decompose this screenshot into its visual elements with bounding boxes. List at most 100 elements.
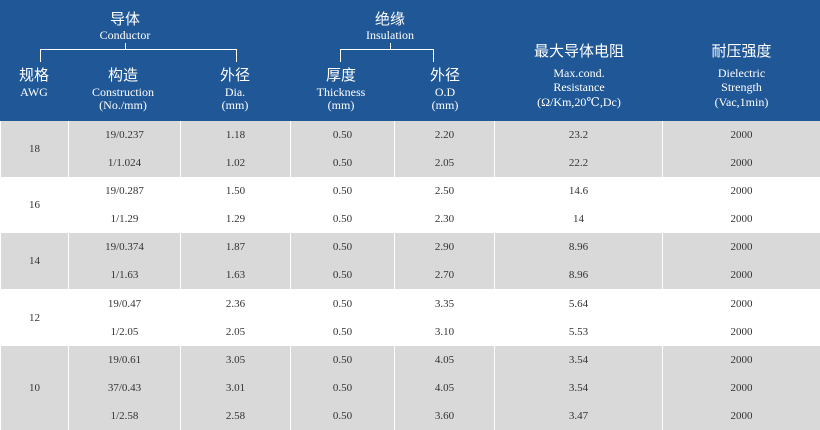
resistance-cell: 3.47 [494, 401, 663, 430]
table-row: 10 19/0.61 3.05 0.50 4.05 3.54 2000 [0, 345, 820, 430]
construction-cell: 19/0.287 [68, 177, 181, 206]
resistance-cell: 14 [494, 205, 663, 234]
construction-cell: 1/1.024 [68, 149, 181, 178]
thickness-cell: 0.50 [290, 205, 395, 234]
construction-cell: 19/0.47 [68, 289, 181, 318]
table-header: 导体 Conductor 绝缘 Insulation 规格 AWG 构造 Con… [0, 0, 820, 121]
dielectric-header-cn: 耐压强度 [711, 44, 772, 60]
thickness-cell: 0.50 [290, 149, 395, 178]
dia-cell: 1.63 [180, 261, 291, 290]
dia-cell: 2.36 [180, 289, 291, 318]
spec-table: 18 19/0.237 1.18 0.50 2.20 23.2 2000 1/1… [0, 121, 820, 430]
dielectric-cell: 2000 [662, 205, 820, 234]
resistance-cell: 5.64 [494, 289, 663, 318]
thickness-cell: 0.50 [290, 289, 395, 318]
table-row: 18 19/0.237 1.18 0.50 2.20 23.2 2000 [0, 121, 820, 178]
od-header-cn: 外径 [429, 68, 460, 84]
thickness-cell: 0.50 [290, 345, 395, 374]
dielectric-cell: 2000 [662, 261, 820, 290]
thickness-cell: 0.50 [290, 177, 395, 206]
resistance-cell: 3.54 [494, 345, 663, 374]
resistance-header-en1: Max.cond. [553, 66, 605, 80]
resistance-header-en2: Resistance [553, 80, 605, 94]
awg-cell: 12 [0, 289, 69, 346]
resistance-cell: 8.96 [494, 233, 663, 262]
awg-cell: 14 [0, 233, 69, 290]
thickness-cell: 0.50 [290, 401, 395, 430]
insulation-title-en: Insulation [366, 28, 414, 42]
od-cell: 4.05 [394, 345, 495, 374]
table-row: 1/1.024 1.02 0.50 2.05 22.2 2000 [1, 149, 820, 178]
resistance-header-cn: 最大导体电阻 [533, 44, 624, 60]
od-cell: 2.30 [394, 205, 495, 234]
od-header-unit: (mm) [431, 98, 459, 112]
construction-cell: 19/0.61 [68, 345, 181, 374]
dielectric-cell: 2000 [662, 401, 820, 430]
thickness-header-en: Thickness [316, 85, 366, 99]
od-cell: 2.20 [394, 121, 495, 150]
awg-cell: 18 [0, 121, 69, 178]
awg-cell: 10 [0, 345, 69, 430]
insulation-bracket-stem [390, 43, 391, 49]
od-cell: 3.35 [394, 289, 495, 318]
table-row: 1/1.29 1.29 0.50 2.30 14 2000 [1, 205, 820, 234]
conductor-title-en: Conductor [99, 28, 151, 42]
dia-header-cn: 外径 [219, 68, 250, 84]
od-cell: 2.70 [394, 261, 495, 290]
resistance-cell: 23.2 [494, 121, 663, 150]
od-cell: 3.10 [394, 317, 495, 346]
dielectric-header-en1: Dielectric [717, 66, 766, 80]
dielectric-cell: 2000 [662, 177, 820, 206]
construction-cell: 1/2.58 [68, 401, 181, 430]
construction-header-unit: (No./mm) [99, 98, 147, 112]
dia-cell: 2.58 [180, 401, 291, 430]
resistance-cell: 8.96 [494, 261, 663, 290]
awg-header-en: AWG [20, 85, 48, 99]
dielectric-cell: 2000 [662, 233, 820, 262]
awg-header-cn: 规格 [18, 68, 49, 84]
construction-header-en: Construction [92, 85, 154, 99]
dielectric-cell: 2000 [662, 121, 820, 150]
table-row: 14 19/0.374 1.87 0.50 2.90 8.96 2000 [0, 233, 820, 290]
od-cell: 2.90 [394, 233, 495, 262]
thickness-cell: 0.50 [290, 317, 395, 346]
dielectric-cell: 2000 [662, 289, 820, 318]
thickness-header-cn: 厚度 [325, 68, 356, 84]
dielectric-header-en2: Strength [721, 80, 762, 94]
awg-cell: 16 [0, 177, 69, 234]
insulation-title-cn: 绝缘 [374, 12, 405, 28]
thickness-header-unit: (mm) [327, 98, 355, 112]
dia-cell: 1.18 [180, 121, 291, 150]
od-cell: 3.60 [394, 401, 495, 430]
dia-cell: 1.02 [180, 149, 291, 178]
resistance-cell: 14.6 [494, 177, 663, 206]
construction-cell: 1/1.29 [68, 205, 181, 234]
construction-cell: 1/1.63 [68, 261, 181, 290]
od-cell: 2.50 [394, 177, 495, 206]
thickness-cell: 0.50 [290, 373, 395, 402]
thickness-cell: 0.50 [290, 233, 395, 262]
construction-cell: 19/0.374 [68, 233, 181, 262]
table-row: 12 19/0.47 2.36 0.50 3.35 5.64 2000 [0, 289, 820, 346]
resistance-cell: 22.2 [494, 149, 663, 178]
dia-cell: 3.01 [180, 373, 291, 402]
dielectric-cell: 2000 [662, 149, 820, 178]
resistance-header-unit: (Ω/Km,20℃,Dc) [537, 95, 621, 109]
dia-cell: 1.50 [180, 177, 291, 206]
construction-cell: 19/0.237 [68, 121, 181, 150]
conductor-title-cn: 导体 [109, 12, 140, 28]
conductor-bracket [40, 49, 237, 62]
table-row: 1/2.58 2.58 0.50 3.60 3.47 2000 [1, 401, 820, 430]
table-row: 16 19/0.287 1.50 0.50 2.50 14.6 2000 [0, 177, 820, 234]
table-row: 37/0.43 3.01 0.50 4.05 3.54 2000 [1, 373, 820, 402]
dia-cell: 1.87 [180, 233, 291, 262]
table-row: 1/1.63 1.63 0.50 2.70 8.96 2000 [1, 261, 820, 290]
dielectric-cell: 2000 [662, 345, 820, 374]
thickness-cell: 0.50 [290, 121, 395, 150]
dielectric-header-unit: (Vac,1min) [714, 95, 769, 109]
construction-header-cn: 构造 [107, 68, 138, 84]
dia-header-en: Dia. [224, 85, 246, 99]
conductor-bracket-stem [125, 43, 126, 49]
od-cell: 4.05 [394, 373, 495, 402]
